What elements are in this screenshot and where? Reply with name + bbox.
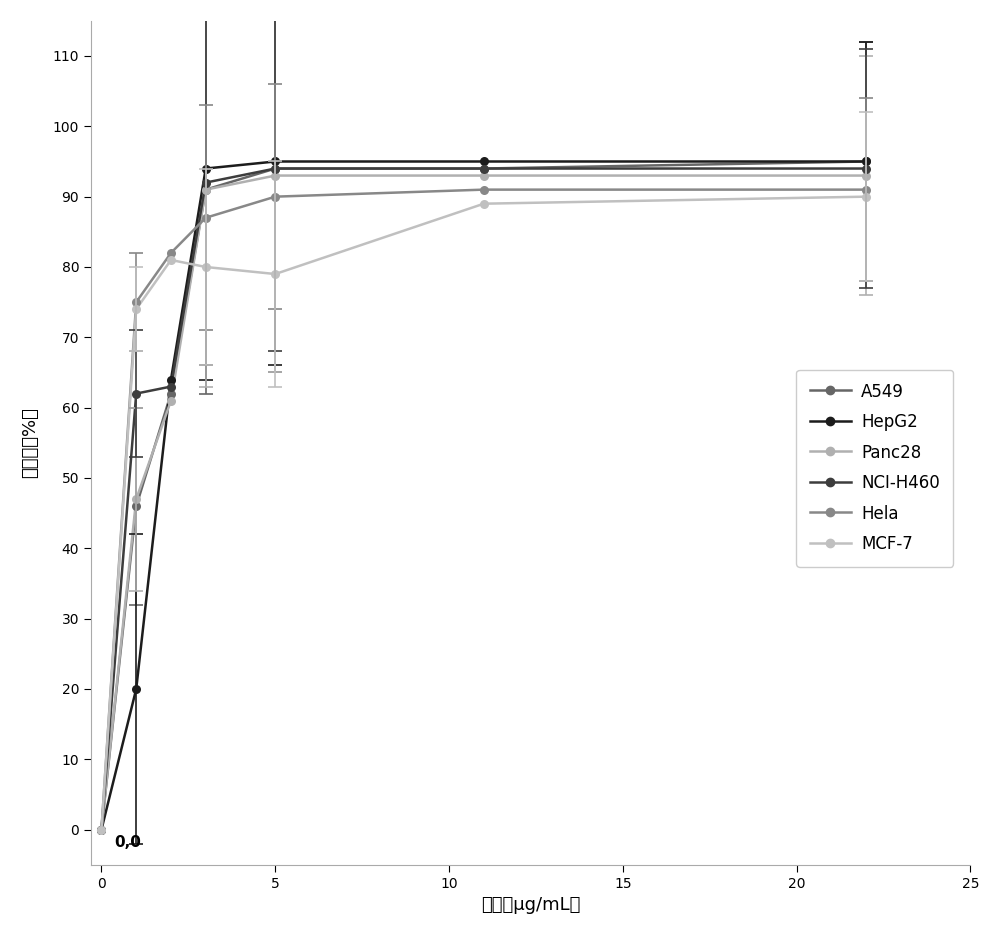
- Y-axis label: 抑制率（%）: 抑制率（%）: [21, 408, 39, 479]
- Text: 0,0: 0,0: [115, 835, 142, 850]
- Legend: A549, HepG2, Panc28, NCI-H460, Hela, MCF-7: A549, HepG2, Panc28, NCI-H460, Hela, MCF…: [796, 369, 953, 567]
- X-axis label: 浓度（μg/mL）: 浓度（μg/mL）: [481, 896, 580, 914]
